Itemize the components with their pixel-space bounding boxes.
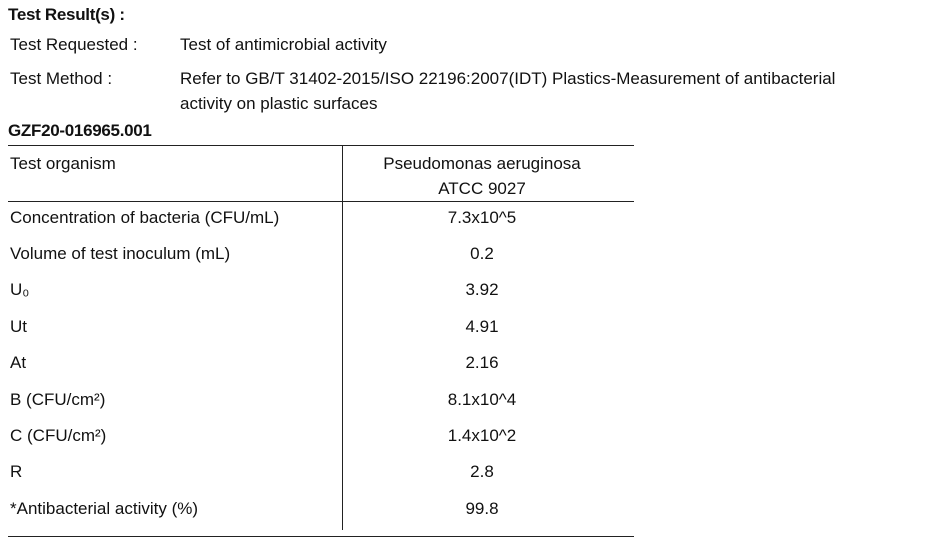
row-label: U₀ [10,280,30,299]
table-bottom-rule [8,536,634,537]
table-top-rule [8,145,634,146]
row-label: B (CFU/cm²) [10,390,106,409]
row-value: 2.16 [465,353,499,372]
header-organism-name: Pseudomonas aeruginosa [383,154,581,173]
row-label: Ut [10,317,27,336]
row-label: C (CFU/cm²) [10,426,107,445]
header-organism-strain: ATCC 9027 [438,179,526,198]
table-header-rule [8,201,634,202]
test-method-value-line2: activity on plastic surfaces [180,94,378,113]
test-method-value-line1: Refer to GB/T 31402-2015/ISO 22196:2007(… [180,69,836,88]
row-value: 4.91 [465,317,499,336]
report-id: GZF20-016965.001 [8,121,152,140]
test-method-label: Test Method : [10,69,113,88]
test-requested-label: Test Requested : [10,35,138,54]
row-value: 99.8 [465,499,499,518]
section-title: Test Result(s) : [8,5,125,24]
row-value: 2.8 [470,462,494,481]
row-value: 8.1x10^4 [447,390,517,409]
row-label: Volume of test inoculum (mL) [10,244,231,263]
row-value: 3.92 [465,280,499,299]
test-requested-value: Test of antimicrobial activity [180,35,387,54]
row-label: Concentration of bacteria (CFU/mL) [10,208,280,227]
row-label: At [10,353,27,372]
row-value: 1.4x10^2 [447,426,517,445]
row-label: *Antibacterial activity (%) [10,499,199,518]
row-value: 7.3x10^5 [447,208,517,227]
row-label: R [10,462,23,481]
row-value: 0.2 [470,244,494,263]
table-column-divider [342,146,343,530]
header-organism-label: Test organism [10,154,116,173]
